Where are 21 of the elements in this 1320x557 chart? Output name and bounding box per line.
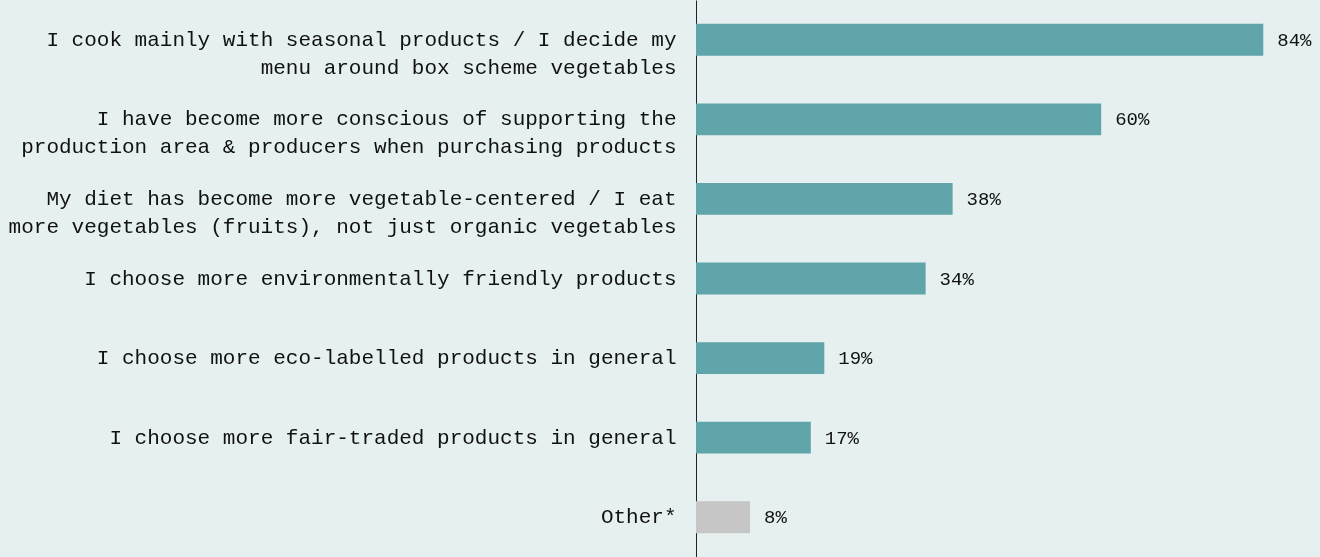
bar	[696, 262, 926, 295]
y-tick-label: My diet has become more vegetable-centered / I eat more vegetables (fruits), not just organic vegetables	[8, 187, 677, 239]
y-tick-label: I have become more conscious of supporting the production area & producers when purchasing products	[21, 108, 677, 160]
bar	[696, 342, 825, 374]
bar	[696, 501, 751, 534]
data-label: 34%	[939, 268, 975, 291]
data-label: 19%	[838, 348, 874, 371]
y-tick-label: I cook mainly with seasonal products / I decide my menu around box scheme vegetables	[46, 28, 677, 80]
bar	[696, 183, 953, 215]
y-tick-label: I choose more fair-traded products in general	[109, 426, 677, 450]
data-label: 38%	[966, 188, 1002, 211]
data-label: 60%	[1115, 109, 1150, 132]
y-tick-label: I choose more environmentally friendly products	[84, 267, 677, 291]
bar	[696, 421, 811, 454]
data-label: 17%	[824, 427, 860, 450]
bar	[696, 23, 1264, 56]
data-label: 84%	[1277, 29, 1313, 52]
bar	[696, 103, 1102, 136]
y-tick-label: I choose more eco-labelled products in general	[96, 347, 677, 371]
y-tick-label: Other*	[600, 506, 677, 530]
data-label: 8%	[764, 507, 788, 530]
